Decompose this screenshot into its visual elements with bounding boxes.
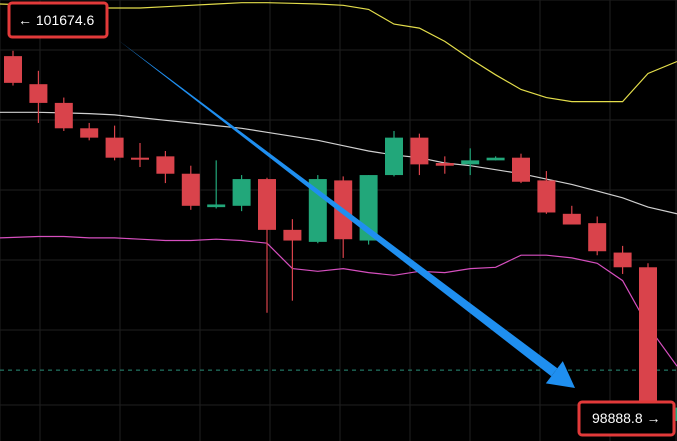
low-price-label: 98888.8 → <box>592 410 661 426</box>
bollinger-lower-line <box>0 235 677 367</box>
candle-body-20 <box>512 157 530 182</box>
candle-22 <box>562 205 581 225</box>
candle-21 <box>537 171 556 214</box>
candle-body-1 <box>29 84 48 103</box>
high-price-label: ← 101674.6 <box>18 12 94 28</box>
candle-body-17 <box>435 163 454 166</box>
candle-10 <box>258 177 276 313</box>
price-label-layer: ← 101674.6 98888.8 → <box>7 1 676 437</box>
trend-arrow-shaft <box>118 40 558 377</box>
candle-body-7 <box>181 173 200 206</box>
candle-24 <box>613 245 632 274</box>
candle-15 <box>385 130 403 177</box>
candle-body-22 <box>562 213 581 225</box>
candle-8 <box>207 160 226 209</box>
candle-body-25 <box>639 267 657 421</box>
bollinger-upper-line <box>0 2 677 103</box>
candle-2 <box>54 97 73 131</box>
candle-body-21 <box>537 180 556 213</box>
bollinger-bands-layer <box>0 2 677 367</box>
bollinger-middle-line <box>0 111 677 215</box>
low-price-box <box>577 400 676 437</box>
candle-16 <box>410 133 429 176</box>
candle-17 <box>435 156 454 174</box>
candle-body-10 <box>258 179 276 230</box>
candle-25 <box>639 263 657 421</box>
candle-body-2 <box>54 102 73 129</box>
candle-body-9 <box>232 179 251 206</box>
candle-body-23 <box>588 223 607 252</box>
candle-body-24 <box>613 252 632 268</box>
candle-18 <box>461 148 480 176</box>
candle-23 <box>588 216 607 256</box>
candle-1 <box>29 70 48 123</box>
candle-body-8 <box>207 204 226 208</box>
candle-3 <box>80 122 99 141</box>
candle-body-4 <box>105 137 124 158</box>
candle-0 <box>4 50 22 86</box>
candle-body-16 <box>410 137 429 165</box>
candle-6 <box>156 151 175 184</box>
trend-arrow-layer <box>118 40 575 388</box>
trend-arrow-head <box>545 361 575 388</box>
candle-4 <box>105 125 124 161</box>
low-price-callout: 98888.8 → <box>577 400 676 437</box>
candle-body-18 <box>461 160 480 165</box>
candle-7 <box>181 165 200 210</box>
candle-19 <box>486 156 505 161</box>
candle-body-19 <box>486 157 505 161</box>
candle-20 <box>512 153 530 184</box>
high-price-callout: ← 101674.6 <box>7 1 109 39</box>
candle-11 <box>283 219 302 301</box>
candle-body-0 <box>4 56 22 83</box>
candle-body-15 <box>385 137 403 176</box>
high-price-box <box>7 1 109 39</box>
candle-body-6 <box>156 156 175 174</box>
candle-body-5 <box>131 157 149 160</box>
candle-body-11 <box>283 229 302 241</box>
candle-body-3 <box>80 128 99 138</box>
candle-9 <box>232 175 251 212</box>
candle-5 <box>131 142 149 168</box>
